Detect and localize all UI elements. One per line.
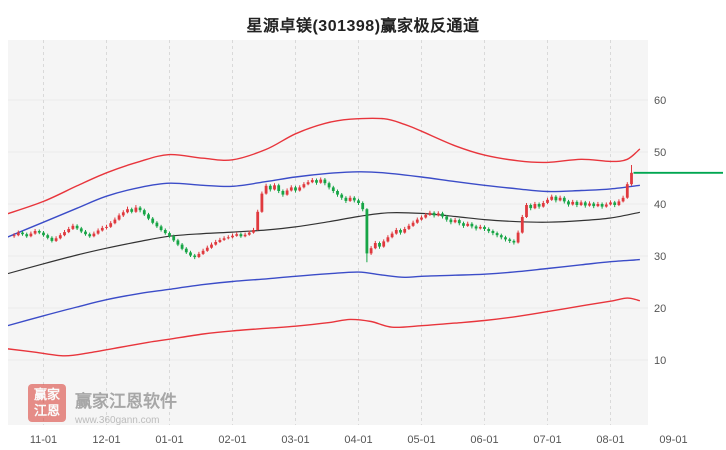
channel-line-center-black (8, 211, 641, 275)
svg-text:06-01: 06-01 (470, 434, 498, 446)
channel-line-lower-rail-red (8, 297, 641, 357)
svg-text:08-01: 08-01 (596, 434, 624, 446)
svg-text:01-01: 01-01 (155, 434, 183, 446)
svg-text:50: 50 (654, 147, 666, 159)
plot-background (8, 40, 648, 425)
svg-text:02-01: 02-01 (218, 434, 246, 446)
svg-text:04-01: 04-01 (344, 434, 372, 446)
channel-line-lower-mid-blue (8, 258, 640, 327)
svg-text:11-01: 11-01 (30, 434, 57, 446)
svg-text:07-01: 07-01 (533, 434, 561, 446)
horizontal-gridlines (8, 99, 648, 361)
channel-line-upper-rail-red (8, 117, 641, 215)
channel-lines (8, 117, 641, 357)
svg-text:05-01: 05-01 (407, 434, 435, 446)
x-axis-labels: 11-01 12-01 01-01 02-01 03-01 04-01 05-01 06-01… (30, 434, 688, 446)
svg-text:03-01: 03-01 (281, 434, 309, 446)
candlestick-series (12, 165, 633, 263)
channel-line-upper-mid-blue (8, 171, 640, 238)
svg-text:09-01: 09-01 (659, 434, 687, 446)
svg-text:30: 30 (654, 251, 666, 263)
svg-text:12-01: 12-01 (92, 434, 120, 446)
y-axis-labels: 60 50 40 30 20 10 (654, 95, 666, 367)
chart-title: 星源卓镁(301398)赢家极反通道 (246, 18, 480, 35)
svg-text:40: 40 (654, 199, 666, 211)
svg-text:60: 60 (654, 95, 666, 107)
svg-text:10: 10 (654, 355, 666, 367)
svg-text:20: 20 (654, 303, 666, 315)
